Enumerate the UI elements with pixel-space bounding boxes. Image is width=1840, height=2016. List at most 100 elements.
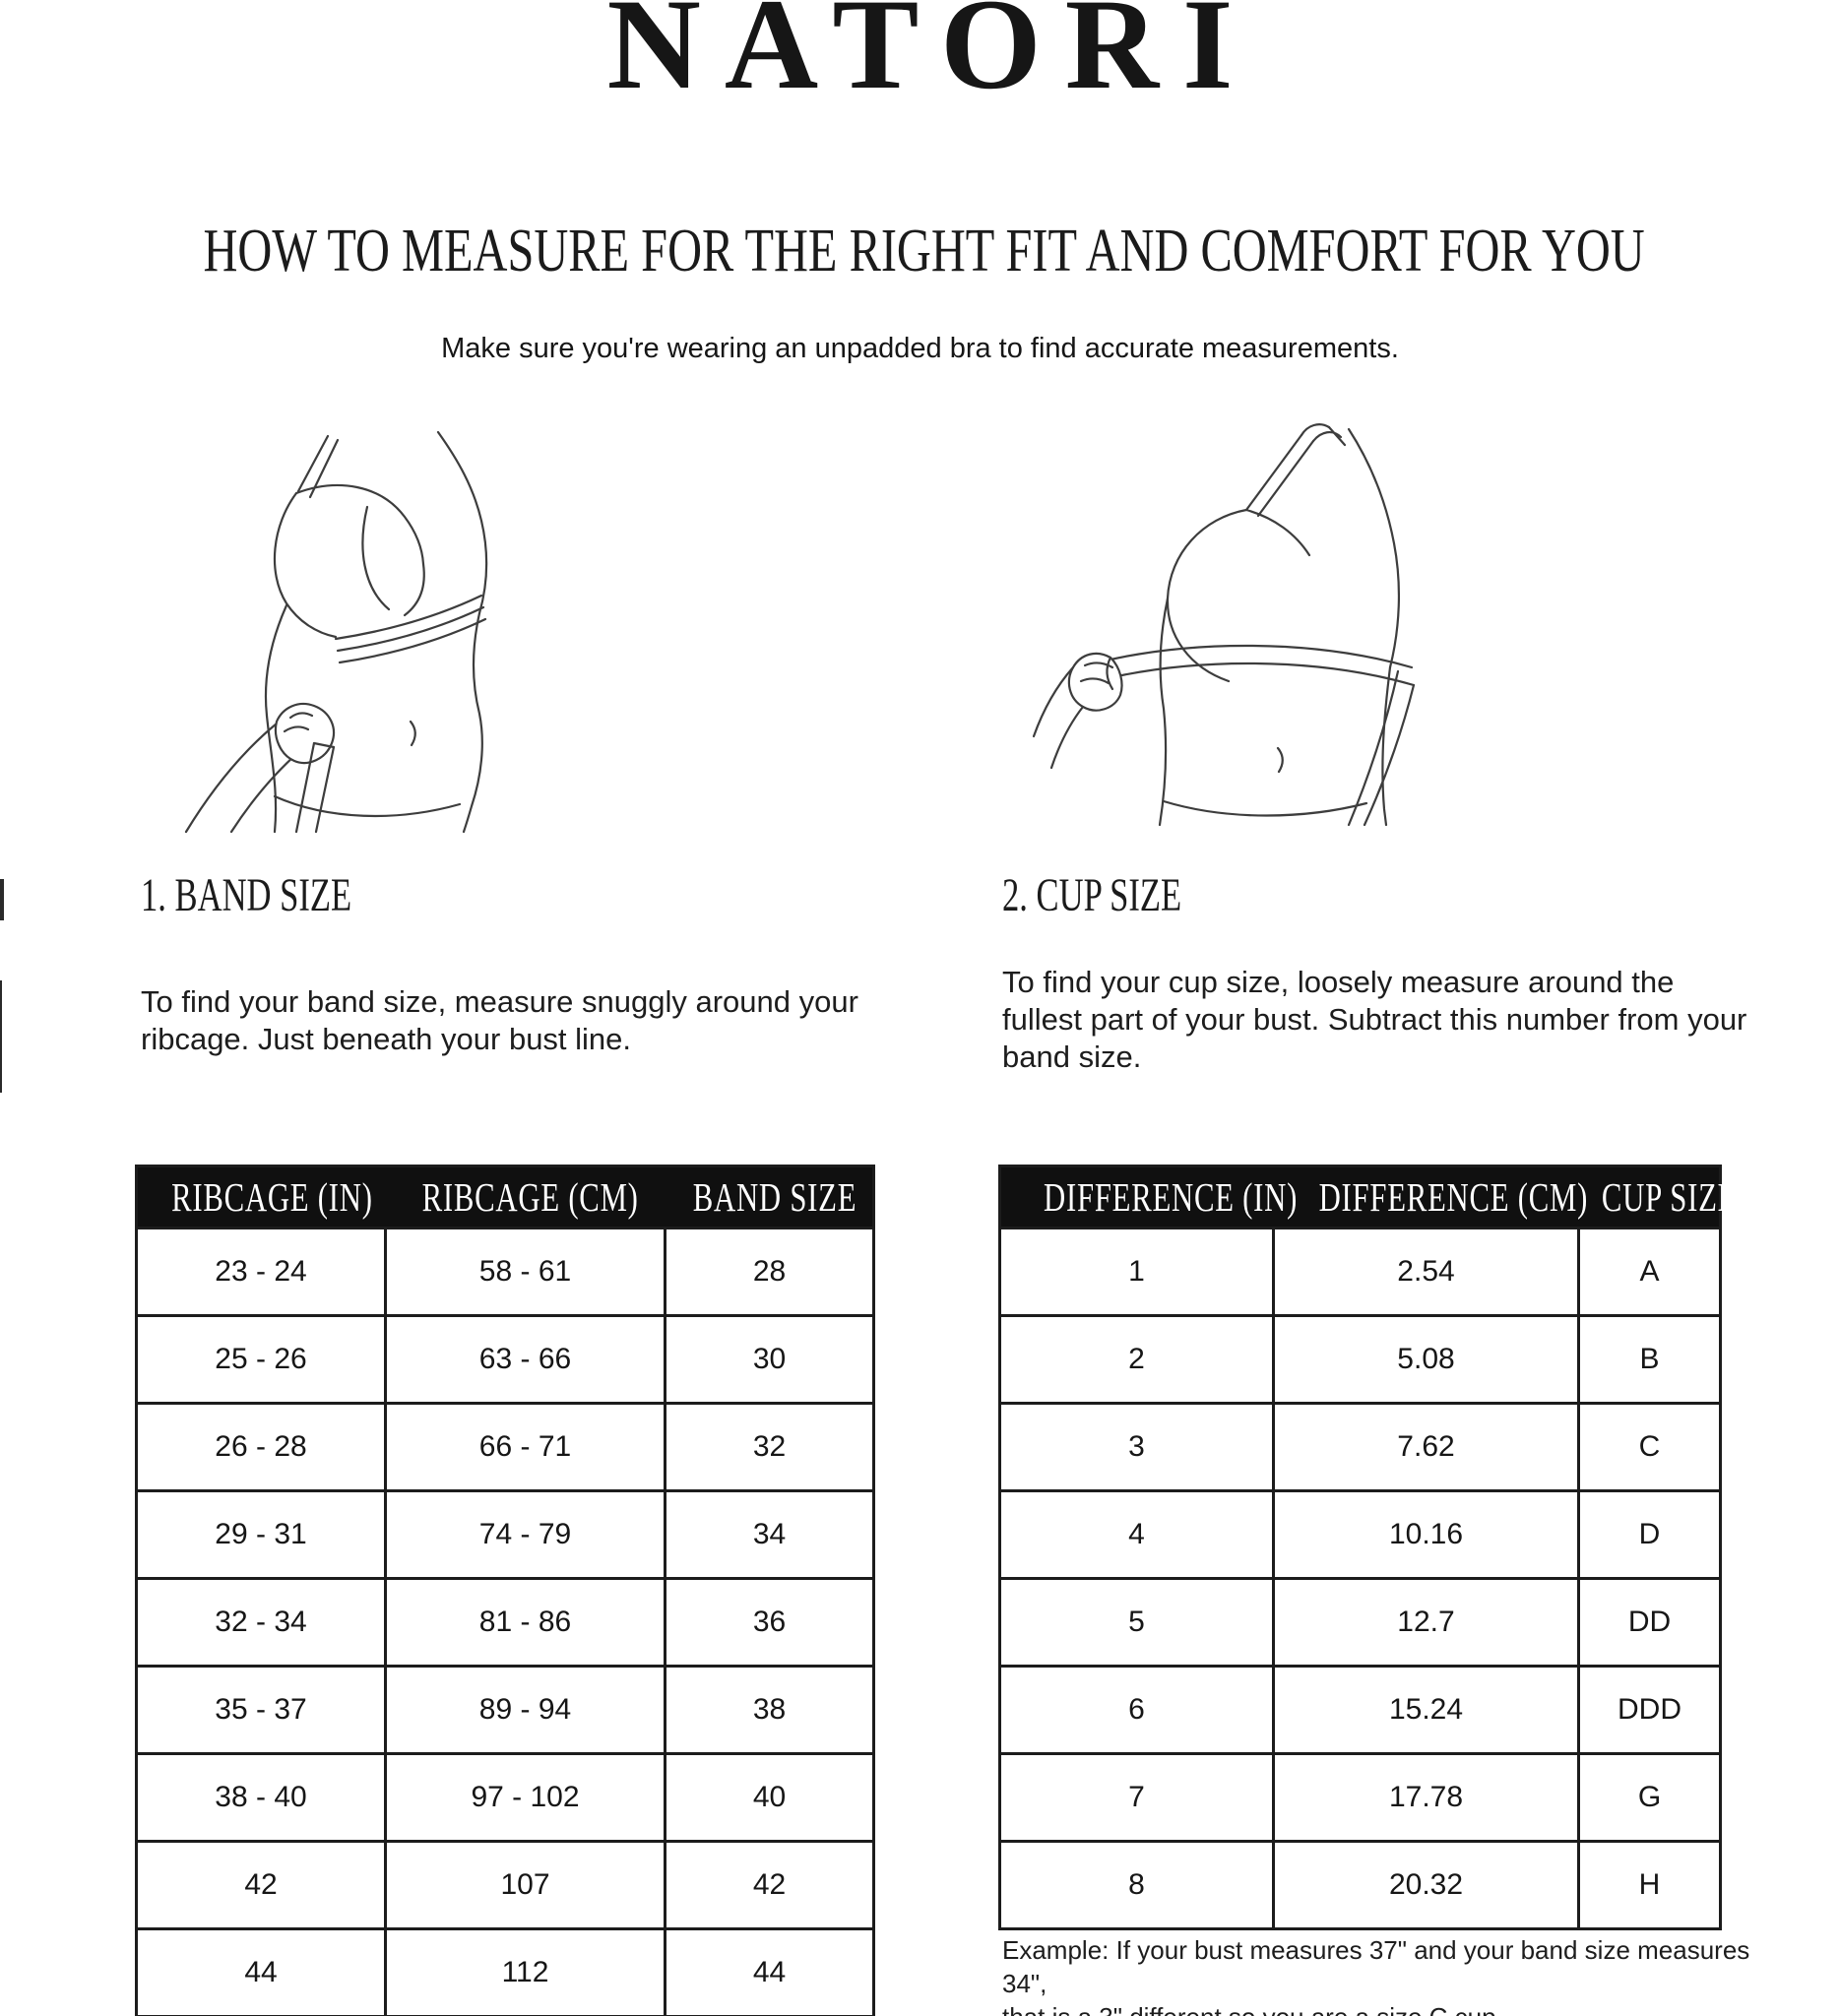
scan-edge-artifact (0, 879, 4, 920)
table-cell: 35 - 37 (135, 1665, 387, 1755)
table-cell: 32 (664, 1402, 875, 1492)
table-row: 4 10.16 D (998, 1489, 1722, 1580)
sizing-example-note: Example: If your bust measures 37" and y… (1002, 1933, 1770, 2016)
subtitle: Make sure you're wearing an unpadded bra… (441, 333, 1399, 364)
column-header: DIFFERENCE (IN) (999, 1166, 1297, 1228)
example-line: that is a 3" different so you are a size… (1002, 2000, 1770, 2016)
table-cell: 10.16 (1272, 1489, 1580, 1580)
cup-size-description: To find your cup size, loosely measure a… (1002, 964, 1746, 1076)
table-cell: 28 (664, 1227, 875, 1317)
table-cell: 2.54 (1272, 1227, 1580, 1317)
table-cell: 4 (998, 1489, 1275, 1580)
page-title: HOW TO MEASURE FOR THE RIGHT FIT AND COM… (0, 220, 1840, 282)
table-row: 42 107 42 (135, 1840, 875, 1930)
table-row: 3 7.62 C (998, 1402, 1722, 1492)
table-cell: D (1577, 1489, 1722, 1580)
page-title-text: HOW TO MEASURE FOR THE RIGHT FIT AND COM… (203, 218, 1645, 284)
table-cell: 20.32 (1272, 1840, 1580, 1930)
column-header: DIFFERENCE (CM) (1273, 1166, 1587, 1228)
table-cell: 44 (664, 1927, 875, 2016)
table-row: 44 112 44 (135, 1927, 875, 2016)
table-cell: 58 - 61 (384, 1227, 666, 1317)
table-cell: A (1577, 1227, 1722, 1317)
cup-size-heading-text: 2. CUP SIZE (1002, 869, 1182, 921)
table-cell: DDD (1577, 1665, 1722, 1755)
table-cell: 97 - 102 (384, 1752, 666, 1843)
table-cell: 17.78 (1272, 1752, 1580, 1843)
description-line: band size. (1002, 1040, 1142, 1074)
scan-edge-artifact (0, 980, 2, 1093)
table-cell: 6 (998, 1665, 1275, 1755)
table-row: 8 20.32 H (998, 1840, 1722, 1930)
table-cell: 7.62 (1272, 1402, 1580, 1492)
band-size-heading: 1. BAND SIZE (141, 872, 433, 919)
table-cell: 63 - 66 (384, 1314, 666, 1405)
table-cell: 66 - 71 (384, 1402, 666, 1492)
table-cell: 38 - 40 (135, 1752, 387, 1843)
table-row: 26 - 28 66 - 71 32 (135, 1402, 875, 1492)
table-cell: 12.7 (1272, 1577, 1580, 1668)
table-cell: B (1577, 1314, 1722, 1405)
table-cell: 3 (998, 1402, 1275, 1492)
table-cell: H (1577, 1840, 1722, 1930)
table-cell: 107 (384, 1840, 666, 1930)
table-cell: 30 (664, 1314, 875, 1405)
table-cell: DD (1577, 1577, 1722, 1668)
table-cell: 44 (135, 1927, 387, 2016)
table-cell: 29 - 31 (135, 1489, 387, 1580)
table-row: 1 2.54 A (998, 1227, 1722, 1317)
band-size-heading-text: 1. BAND SIZE (141, 869, 352, 921)
table-cell: 5 (998, 1577, 1275, 1668)
table-cell: 8 (998, 1840, 1275, 1930)
table-cell: 15.24 (1272, 1665, 1580, 1755)
table-row: 5 12.7 DD (998, 1577, 1722, 1668)
table-cell: 112 (384, 1927, 666, 2016)
table-row: 7 17.78 G (998, 1752, 1722, 1843)
cup-table-header-row: DIFFERENCE (IN) DIFFERENCE (CM) CUP SIZE (999, 1166, 1736, 1228)
table-cell: 23 - 24 (135, 1227, 387, 1317)
table-row: 35 - 37 89 - 94 38 (135, 1665, 875, 1755)
table-cell: 40 (664, 1752, 875, 1843)
description-line: ribcage. Just beneath your bust line. (141, 1022, 632, 1056)
table-row: 38 - 40 97 - 102 40 (135, 1752, 875, 1843)
table-cell: 34 (664, 1489, 875, 1580)
column-header: RIBCAGE (IN) (136, 1166, 386, 1228)
table-cell: 32 - 34 (135, 1577, 387, 1668)
table-cell: G (1577, 1752, 1722, 1843)
table-cell: 5.08 (1272, 1314, 1580, 1405)
table-row: 23 - 24 58 - 61 28 (135, 1227, 875, 1317)
example-line: Example: If your bust measures 37" and y… (1002, 1935, 1750, 1998)
table-cell: C (1577, 1402, 1722, 1492)
table-cell: 25 - 26 (135, 1314, 387, 1405)
column-header: BAND SIZE (665, 1166, 874, 1228)
table-cell: 81 - 86 (384, 1577, 666, 1668)
cup-measure-illustration (1032, 423, 1416, 827)
column-header: RIBCAGE (CM) (385, 1166, 666, 1228)
table-cell: 26 - 28 (135, 1402, 387, 1492)
band-size-description: To find your band size, measure snuggly … (141, 983, 858, 1058)
table-row: 2 5.08 B (998, 1314, 1722, 1405)
column-header: CUP SIZE (1578, 1166, 1736, 1228)
table-cell: 2 (998, 1314, 1275, 1405)
table-row: 32 - 34 81 - 86 36 (135, 1577, 875, 1668)
table-cell: 74 - 79 (384, 1489, 666, 1580)
table-cell: 36 (664, 1577, 875, 1668)
table-row: 29 - 31 74 - 79 34 (135, 1489, 875, 1580)
brand-logo: NATORI (606, 0, 1257, 116)
description-line: To find your band size, measure snuggly … (141, 984, 858, 1019)
cup-size-table: DIFFERENCE (IN) DIFFERENCE (CM) CUP SIZE… (998, 1165, 1736, 1930)
description-line: fullest part of your bust. Subtract this… (1002, 1002, 1747, 1037)
cup-size-heading: 2. CUP SIZE (1002, 872, 1251, 919)
table-cell: 7 (998, 1752, 1275, 1843)
table-cell: 42 (664, 1840, 875, 1930)
band-measure-illustration (184, 430, 488, 834)
table-row: 25 - 26 63 - 66 30 (135, 1314, 875, 1405)
table-cell: 38 (664, 1665, 875, 1755)
table-cell: 42 (135, 1840, 387, 1930)
table-cell: 89 - 94 (384, 1665, 666, 1755)
table-row: 6 15.24 DDD (998, 1665, 1722, 1755)
band-size-table: RIBCAGE (IN) RIBCAGE (CM) BAND SIZE 23 -… (135, 1165, 875, 2016)
description-line: To find your cup size, loosely measure a… (1002, 965, 1675, 999)
band-table-header-row: RIBCAGE (IN) RIBCAGE (CM) BAND SIZE (136, 1166, 874, 1228)
